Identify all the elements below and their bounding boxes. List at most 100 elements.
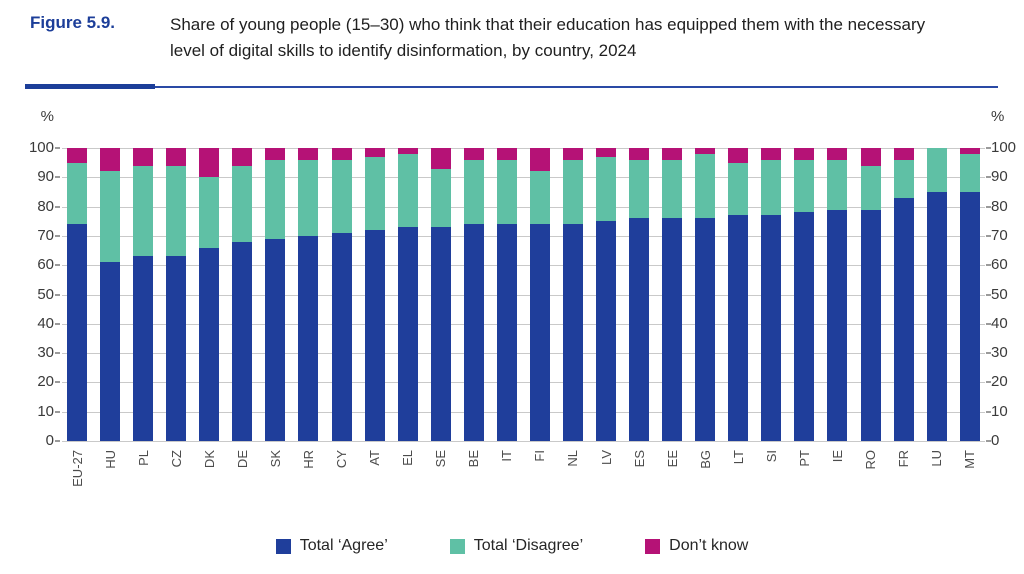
legend-label-dont-know: Don’t know	[669, 537, 749, 554]
x-tick-label-CY: CY	[332, 450, 352, 512]
segment-agree-SI	[761, 215, 782, 441]
x-tick-label-LU: LU	[927, 450, 947, 512]
header-rule-thick	[25, 84, 155, 89]
segment-disagree-BE	[463, 159, 484, 225]
segment-dont-know-BE	[463, 148, 484, 160]
y-tick-mark-right-50	[986, 293, 991, 296]
segment-disagree-SK	[265, 159, 286, 239]
segment-disagree-SI	[761, 159, 782, 216]
legend-swatch-disagree	[449, 538, 465, 554]
segment-dont-know-ES	[629, 148, 650, 160]
segment-disagree-FI	[529, 171, 550, 225]
bar-SI	[761, 148, 782, 441]
x-tick-label-text: PL	[135, 450, 151, 466]
figure-title: Share of young people (15–30) who think …	[170, 15, 926, 61]
bar-ES	[629, 148, 650, 441]
segment-disagree-LT	[728, 162, 749, 216]
segment-disagree-IT	[496, 159, 517, 225]
segment-dont-know-FR	[893, 148, 914, 160]
segment-dont-know-DK	[199, 148, 220, 178]
y-tick-label-left-70: 70	[37, 226, 54, 244]
y-tick-label-right-100: 100	[991, 139, 1017, 156]
segment-dont-know-IE	[827, 148, 848, 160]
bar-NL	[562, 148, 583, 441]
bar-SK	[265, 148, 286, 441]
segment-dont-know-PL	[133, 148, 154, 166]
bar-AT	[364, 148, 385, 441]
x-tick-label-text: IT	[499, 450, 515, 462]
y-axis-unit-left: %	[40, 108, 54, 125]
x-tick-label-text: HU	[102, 450, 118, 469]
x-tick-label-RO: RO	[861, 450, 881, 512]
legend-swatch-agree	[275, 538, 291, 554]
y-axis-unit-right: %	[991, 108, 1005, 125]
y-tick-mark-left-60	[55, 264, 60, 267]
segment-dont-know-SI	[761, 148, 782, 160]
y-tick-mark-right-0	[986, 440, 991, 442]
y-tick-mark-right-90	[986, 176, 991, 179]
y-tick-label-left-40: 40	[37, 314, 54, 332]
x-tick-label-EE: EE	[662, 450, 682, 512]
x-tick-label-text: PT	[796, 450, 812, 467]
x-tick-label-NL: NL	[563, 450, 583, 512]
x-tick-label-IE: IE	[827, 450, 847, 512]
segment-agree-IE	[827, 209, 848, 441]
legend-entry-agree: Total ‘Agree’	[275, 537, 388, 555]
x-tick-label-HR: HR	[298, 450, 318, 512]
y-tick-label-right-40: 40	[991, 314, 1008, 332]
segment-agree-DE	[232, 241, 253, 441]
x-tick-label-text: EL	[400, 450, 416, 466]
x-tick-label-FI: FI	[530, 450, 550, 512]
segment-disagree-DK	[199, 177, 220, 248]
y-tick-mark-right-20	[986, 381, 991, 384]
chart-legend: Total ‘Agree’ Total ‘Disagree’ Don’t know	[0, 537, 1024, 555]
gridline-30	[62, 353, 985, 355]
segment-agree-HU	[100, 262, 121, 441]
x-tick-label-ES: ES	[629, 450, 649, 512]
x-tick-label-text: FR	[896, 450, 912, 468]
segment-disagree-NL	[562, 159, 583, 225]
segment-agree-DK	[199, 247, 220, 441]
bar-IT	[496, 148, 517, 441]
x-tick-label-text: EE	[664, 450, 680, 468]
segment-agree-SE	[430, 227, 451, 441]
x-tick-label-text: DE	[234, 450, 250, 469]
segment-agree-ES	[629, 218, 650, 441]
gridline-40	[62, 323, 985, 325]
segment-dont-know-DE	[232, 148, 253, 166]
legend-label-disagree: Total ‘Disagree’	[473, 537, 584, 554]
x-tick-label-text: MT	[962, 450, 978, 469]
segment-disagree-EE	[662, 159, 683, 219]
x-tick-label-EU-27: EU-27	[67, 450, 87, 512]
segment-dont-know-HU	[100, 148, 121, 172]
x-tick-label-FR: FR	[894, 450, 914, 512]
segment-dont-know-BG	[695, 148, 716, 154]
segment-agree-PL	[133, 256, 154, 441]
bar-EU-27	[67, 148, 87, 441]
x-tick-label-text: NL	[565, 450, 581, 467]
y-tick-mark-left-10	[55, 410, 60, 413]
x-tick-label-text: SE	[433, 450, 449, 468]
y-tick-mark-left-100	[55, 147, 60, 149]
x-tick-label-text: ES	[631, 450, 647, 468]
x-tick-label-BG: BG	[695, 450, 715, 512]
bar-LT	[728, 148, 749, 441]
segment-disagree-HU	[100, 171, 121, 263]
x-tick-label-text: HR	[300, 450, 316, 469]
y-tick-label-left-20: 20	[37, 373, 54, 391]
bar-CZ	[166, 148, 187, 441]
segment-dont-know-NL	[562, 148, 583, 160]
segment-agree-BG	[695, 218, 716, 441]
x-tick-label-CZ: CZ	[166, 450, 186, 512]
segment-dont-know-CZ	[166, 148, 187, 166]
segment-agree-PT	[794, 212, 815, 441]
y-tick-label-left-10: 10	[37, 402, 54, 420]
x-tick-label-SI: SI	[761, 450, 781, 512]
bar-MT	[959, 148, 980, 441]
x-tick-label-SK: SK	[265, 450, 285, 512]
legend-swatch-dont-know	[645, 538, 661, 554]
segment-disagree-FR	[893, 159, 914, 198]
y-tick-mark-right-80	[986, 205, 991, 208]
segment-agree-LU	[926, 191, 947, 441]
